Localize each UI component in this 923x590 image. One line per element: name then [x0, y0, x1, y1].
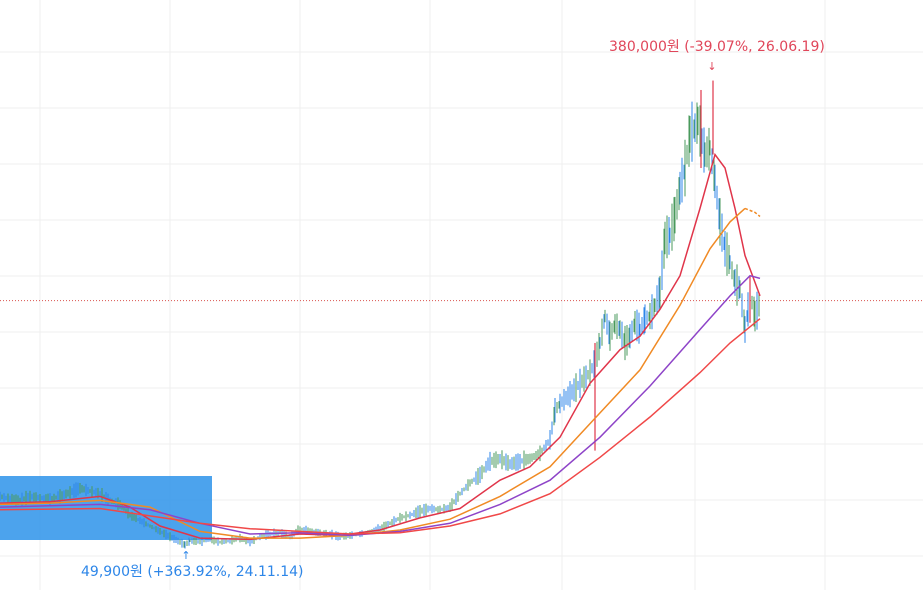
low-arrow-icon: ↑ [181, 549, 190, 562]
ma-line-2-projection [744, 207, 761, 218]
ma-line-1 [0, 152, 761, 541]
low-price-annotation: 49,900원 (+363.92%, 24.11.14) [81, 564, 304, 580]
ma-line-3 [0, 274, 761, 537]
high-price-annotation: 380,000원 (-39.07%, 26.06.19) [609, 39, 825, 55]
marker-layer: ↓↑ [181, 60, 716, 562]
ma-line-4 [0, 318, 761, 535]
ma-line-2 [0, 207, 746, 539]
range-selection-box [0, 476, 212, 540]
high-arrow-icon: ↓ [707, 60, 716, 73]
selection-layer [0, 300, 923, 540]
series-layer [0, 80, 761, 549]
